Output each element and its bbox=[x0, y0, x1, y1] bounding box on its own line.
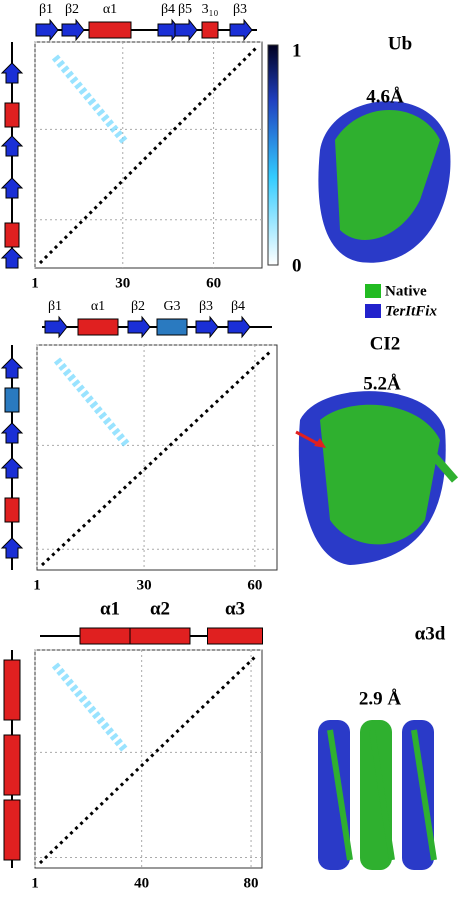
rmsd-label: 2.9 Å bbox=[359, 688, 402, 709]
protein-name: CI2 bbox=[370, 333, 401, 354]
ss-label: α1 bbox=[103, 2, 117, 17]
ss-label: β1 bbox=[39, 2, 53, 17]
turn bbox=[156, 318, 188, 336]
structure-ub bbox=[318, 101, 451, 263]
arrowhead bbox=[314, 438, 326, 448]
ss-label: β2 bbox=[65, 2, 79, 17]
rmsd-label: 4.6Å bbox=[366, 86, 404, 107]
strand bbox=[0, 457, 24, 479]
x-tick-label: 40 bbox=[134, 875, 149, 891]
contact-band bbox=[53, 357, 131, 448]
helix bbox=[77, 318, 119, 336]
helix bbox=[129, 627, 191, 645]
strand bbox=[0, 422, 24, 444]
strand bbox=[61, 18, 85, 42]
strand bbox=[0, 135, 24, 157]
legend-swatch bbox=[365, 284, 381, 298]
strand bbox=[195, 315, 219, 339]
x-tick-label: 1 bbox=[33, 577, 41, 593]
ss-label: β3 bbox=[199, 299, 213, 314]
ss-label: β4 bbox=[231, 299, 245, 314]
contact-diagonal bbox=[38, 45, 259, 265]
ss-label: G3 bbox=[163, 299, 180, 314]
helix bbox=[3, 799, 21, 861]
x-tick-label: 30 bbox=[115, 275, 130, 291]
protein-name: α3d bbox=[415, 623, 446, 644]
x-tick-label: 80 bbox=[244, 875, 259, 891]
ss-label: α1 bbox=[100, 598, 120, 619]
ss-label: β5 bbox=[178, 2, 192, 17]
strand bbox=[0, 247, 24, 269]
helix bbox=[3, 734, 21, 796]
strand bbox=[44, 315, 68, 339]
ss-label: α1 bbox=[91, 299, 105, 314]
contact-band bbox=[51, 54, 129, 145]
strand bbox=[0, 177, 24, 199]
helix bbox=[201, 21, 219, 39]
strand bbox=[227, 315, 251, 339]
contact-diagonal bbox=[38, 653, 259, 865]
structure-a3d bbox=[318, 720, 437, 870]
contact-map bbox=[34, 649, 263, 869]
strand bbox=[229, 18, 253, 42]
helix bbox=[207, 627, 263, 645]
contact-band bbox=[51, 662, 129, 753]
ss-label: β1 bbox=[48, 299, 62, 314]
ss-label: β2 bbox=[131, 299, 145, 314]
rmsd-label: 5.2Å bbox=[363, 373, 401, 394]
strand bbox=[35, 18, 59, 42]
helix bbox=[4, 222, 20, 248]
strand bbox=[0, 62, 24, 84]
protein-name: Ub bbox=[388, 33, 412, 54]
ss-label: α2 bbox=[150, 598, 170, 619]
ss-label: β4 bbox=[161, 2, 175, 17]
ss-label: β3 bbox=[233, 2, 247, 17]
ss-label: 3₁₀ bbox=[202, 2, 219, 17]
helix bbox=[4, 387, 20, 413]
ss-label: α3 bbox=[225, 598, 245, 619]
legend-swatch bbox=[365, 304, 381, 318]
legend-label: Native bbox=[385, 283, 427, 299]
helix bbox=[3, 659, 21, 721]
helix bbox=[88, 21, 132, 39]
strand bbox=[127, 315, 151, 339]
legend-label: TerItFix bbox=[385, 303, 437, 319]
x-tick-label: 60 bbox=[247, 577, 262, 593]
colorbar-bottom: 0 bbox=[292, 255, 302, 276]
helix bbox=[4, 497, 20, 523]
colorbar bbox=[267, 44, 279, 266]
helix bbox=[4, 102, 20, 128]
x-tick-label: 1 bbox=[31, 875, 39, 891]
x-tick-label: 1 bbox=[31, 275, 39, 291]
strand bbox=[174, 18, 198, 42]
strand bbox=[0, 537, 24, 559]
strand bbox=[0, 357, 24, 379]
colorbar-top: 1 bbox=[292, 40, 302, 61]
x-tick-label: 60 bbox=[206, 275, 221, 291]
x-tick-label: 30 bbox=[137, 577, 152, 593]
structure-ci2 bbox=[298, 391, 459, 565]
